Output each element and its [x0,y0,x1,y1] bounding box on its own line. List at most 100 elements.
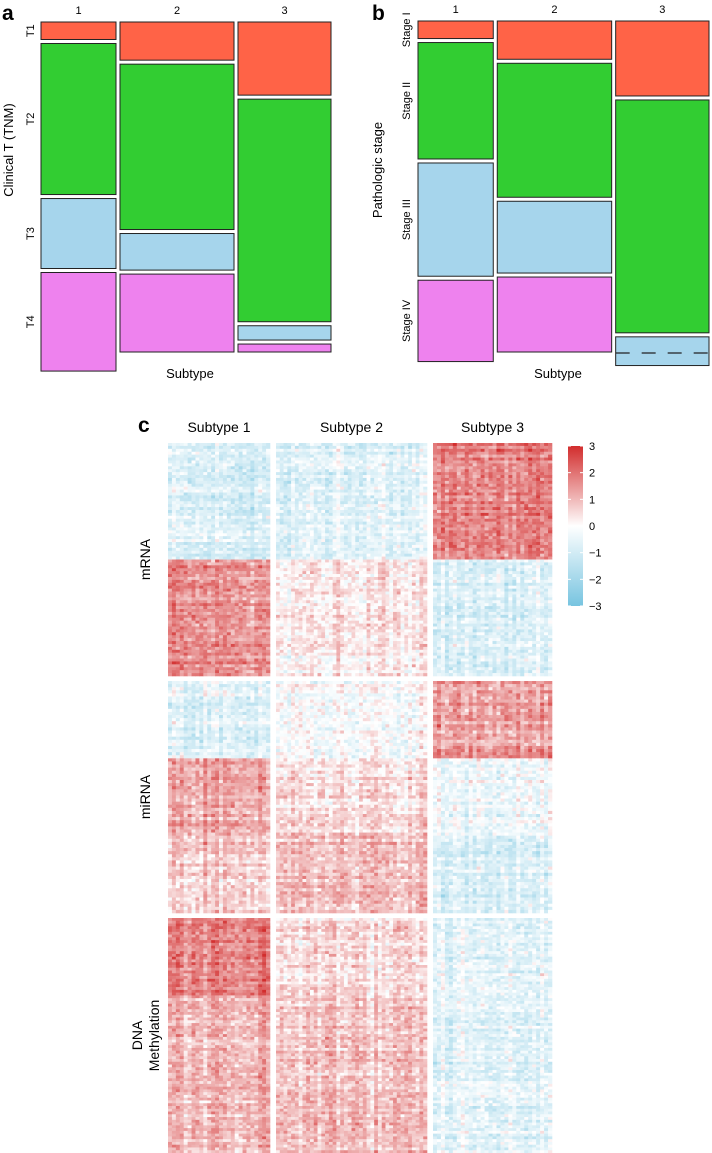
heatmap-cell [250,536,255,540]
heatmap-cell [389,582,394,587]
heatmap-cell [317,617,322,621]
heatmap-cell [298,614,303,619]
heatmap-cell [175,655,181,659]
heatmap-cell [254,649,259,653]
heatmap-cell [393,445,398,450]
heatmap-cell [226,632,232,636]
heatmap-cell [168,600,173,604]
heatmap-cell [276,594,281,598]
heatmap-cell [400,594,405,598]
heatmap-cell [276,626,281,630]
heatmap-cell [179,565,184,569]
heatmap-cell [171,518,177,522]
heatmap-cell [419,466,424,470]
heatmap-cell [336,576,341,581]
heatmap-cell [262,626,267,630]
heatmap-cell [321,504,326,508]
heatmap-cell [298,501,303,505]
heatmap-cell [362,451,367,455]
heatmap-cell [393,498,398,502]
heatmap-cell [238,609,243,613]
heatmap-cell [262,524,267,528]
heatmap-cell [415,463,420,467]
heatmap-cell [309,492,315,496]
heatmap-cell [317,603,322,607]
heatmap-cell [211,509,216,514]
heatmap-cell [179,498,184,502]
heatmap-cell [187,556,192,560]
heatmap-cell [211,574,216,578]
heatmap-cell [393,521,398,525]
heatmap-cell [242,451,247,455]
heatmap-cell [351,638,356,642]
heatmap-cell [262,550,267,554]
heatmap-cell [254,568,259,572]
heatmap-cell [222,492,228,496]
heatmap-cell [336,512,341,517]
heatmap-cell [287,594,292,598]
heatmap-cell [309,553,315,557]
heatmap-cell [325,635,330,639]
heatmap-cell [355,542,360,546]
heatmap-cell [298,507,303,511]
heatmap-cell [374,527,379,531]
heatmap-cell [309,521,315,525]
heatmap-cell [317,632,322,636]
heatmap-cell [340,448,345,453]
heatmap-cell [306,547,311,552]
heatmap-cell [258,629,263,633]
heatmap-cell [226,652,232,656]
heatmap-cell [222,641,228,645]
heatmap-cell [411,463,416,467]
heatmap-cell [343,565,349,569]
heatmap-cell [408,571,413,575]
heatmap-cell [317,443,322,447]
heatmap-cell [230,579,235,584]
heatmap-cell [276,614,281,619]
heatmap-cell [183,617,188,621]
heatmap-cell [381,614,386,619]
heatmap-cell [321,635,326,639]
heatmap-cell [287,591,292,595]
heatmap-cell [377,518,383,522]
heatmap-cell [351,475,356,479]
heatmap-cell [276,507,281,511]
heatmap-cell [254,443,259,447]
heatmap-cell [276,495,281,499]
heatmap-cell [393,483,398,487]
heatmap-cell [246,562,251,566]
heatmap-cell [283,512,288,517]
heatmap-cell [325,486,330,490]
heatmap-cell [168,443,173,447]
heatmap-cell [234,524,239,528]
heatmap-cell [317,579,322,584]
heatmap-cell [411,611,416,616]
heatmap-cell [411,445,416,450]
heatmap-cell [321,466,326,470]
heatmap-cell [171,477,177,482]
heatmap-cell [234,466,239,470]
heatmap-cell [404,553,409,557]
heatmap-cell [287,454,292,458]
heatmap-cell [258,617,263,621]
heatmap-cell [258,524,263,528]
heatmap-cell [393,643,398,648]
heatmap-cell [238,664,243,668]
heatmap-cell [258,454,263,458]
heatmap-cell [179,501,184,505]
heatmap-cell [230,504,235,508]
heatmap-cell [207,512,212,517]
heatmap-cell [207,664,212,668]
heatmap-cell [238,507,243,511]
heatmap-cell [400,466,405,470]
heatmap-cell [168,655,173,659]
heatmap-cell [415,623,420,627]
heatmap-cell [242,489,247,493]
heatmap-cell [377,579,383,584]
heatmap-cell [389,617,394,621]
panel-b-tile-2-stage-iv [496,276,613,353]
heatmap-cell [226,661,232,665]
heatmap-cell [359,477,364,482]
heatmap-cell [423,641,428,645]
heatmap-cell [359,489,364,493]
